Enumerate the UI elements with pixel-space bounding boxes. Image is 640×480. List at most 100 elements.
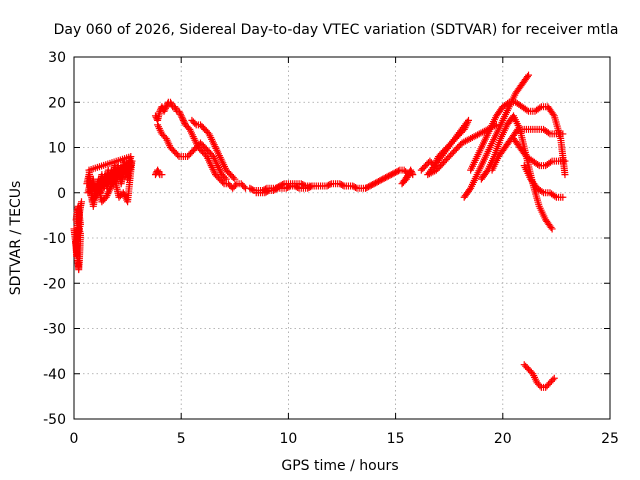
data-point xyxy=(221,174,229,182)
data-point xyxy=(525,71,533,79)
series-isolated-4h xyxy=(151,166,166,179)
data-point xyxy=(222,175,230,183)
y-tick-label: -40 xyxy=(43,367,66,383)
data-point xyxy=(394,167,402,175)
data-point xyxy=(549,110,557,118)
data-point xyxy=(407,168,415,176)
data-point xyxy=(285,183,293,191)
y-tick-label: -50 xyxy=(43,412,66,428)
series-early-decline xyxy=(70,198,86,274)
data-point xyxy=(561,171,569,179)
y-axis-label: SDTVAR / TECUs xyxy=(8,181,24,296)
data-point xyxy=(549,376,557,384)
data-point xyxy=(161,106,169,114)
series-arc-4 xyxy=(488,125,567,174)
series-midday-lower xyxy=(252,182,316,197)
data-point xyxy=(191,119,199,127)
data-point xyxy=(231,175,239,183)
data-point xyxy=(154,168,162,176)
data-point xyxy=(179,115,187,123)
data-point xyxy=(294,183,302,191)
data-point xyxy=(160,107,168,115)
series-arc-6 xyxy=(520,162,567,201)
data-point xyxy=(409,171,417,179)
data-point xyxy=(534,160,542,168)
data-point xyxy=(166,98,174,106)
data-point xyxy=(536,104,544,112)
data-point xyxy=(162,103,170,111)
data-point xyxy=(180,118,188,126)
y-tick-label: 0 xyxy=(57,186,66,202)
data-point xyxy=(407,166,415,174)
data-point xyxy=(249,186,257,194)
data-point xyxy=(178,113,186,121)
data-point xyxy=(523,106,531,114)
data-point xyxy=(78,198,86,206)
y-tick-label: -10 xyxy=(43,231,66,247)
data-point xyxy=(550,374,558,382)
data-point xyxy=(536,382,544,390)
data-point xyxy=(171,104,179,112)
y-tick-label: -20 xyxy=(43,276,66,292)
y-tick-labels: -50 -40 -30 -20 -10 0 10 20 30 xyxy=(43,50,66,428)
x-tick-label: 10 xyxy=(279,431,297,447)
x-tick-label: 15 xyxy=(387,431,405,447)
data-point xyxy=(513,127,521,135)
series-morning-hump-b xyxy=(154,121,230,183)
chart-title: Day 060 of 2026, Sidereal Day-to-day VTE… xyxy=(54,22,619,38)
data-point xyxy=(176,110,184,118)
data-point xyxy=(326,180,334,188)
data-point xyxy=(264,187,272,195)
x-tick-label: 20 xyxy=(494,431,512,447)
data-point xyxy=(175,107,183,115)
data-point xyxy=(307,183,315,191)
y-tick-label: 20 xyxy=(48,95,66,111)
series-arc-5 xyxy=(510,134,569,170)
series-negative-tail xyxy=(520,361,558,391)
y-tick-label: 30 xyxy=(48,50,66,66)
data-point xyxy=(339,181,347,189)
series-evening-cluster xyxy=(417,116,500,179)
data-point xyxy=(523,73,531,81)
data-point xyxy=(308,182,316,190)
x-tick-label: 5 xyxy=(177,431,186,447)
data-point xyxy=(548,225,556,233)
data-point xyxy=(547,223,555,231)
data-point xyxy=(232,181,240,189)
data-point xyxy=(559,193,567,201)
data-point xyxy=(167,100,175,108)
data-point xyxy=(177,112,185,120)
data-point xyxy=(279,180,287,188)
data-point xyxy=(547,158,555,166)
x-axis-label: GPS time / hours xyxy=(281,458,398,474)
data-point xyxy=(352,183,360,191)
data-point xyxy=(158,171,166,179)
data-point xyxy=(538,188,546,196)
data-point xyxy=(161,104,169,112)
data-point xyxy=(128,157,136,165)
y-tick-label: -30 xyxy=(43,322,66,338)
data-point xyxy=(174,151,182,159)
data-point xyxy=(240,183,248,191)
x-tick-label: 0 xyxy=(70,431,79,447)
data-point xyxy=(229,174,237,182)
x-tick-labels: 0 5 10 15 20 25 xyxy=(70,431,619,447)
data-point xyxy=(408,169,416,177)
data-point xyxy=(272,185,280,193)
data-point xyxy=(171,103,179,111)
x-tick-label: 25 xyxy=(601,431,619,447)
data-point xyxy=(219,178,227,186)
data-point xyxy=(544,129,552,137)
data-point xyxy=(179,116,187,124)
series-arc-1 xyxy=(460,71,533,201)
data-point xyxy=(176,109,184,117)
y-tick-label: 10 xyxy=(48,141,66,157)
data-points xyxy=(70,71,569,391)
axis-ticks xyxy=(73,56,611,420)
data-point xyxy=(551,192,559,200)
data-point xyxy=(504,99,512,107)
series-early-cluster xyxy=(83,153,136,210)
data-point xyxy=(154,166,162,174)
data-point xyxy=(561,157,569,165)
